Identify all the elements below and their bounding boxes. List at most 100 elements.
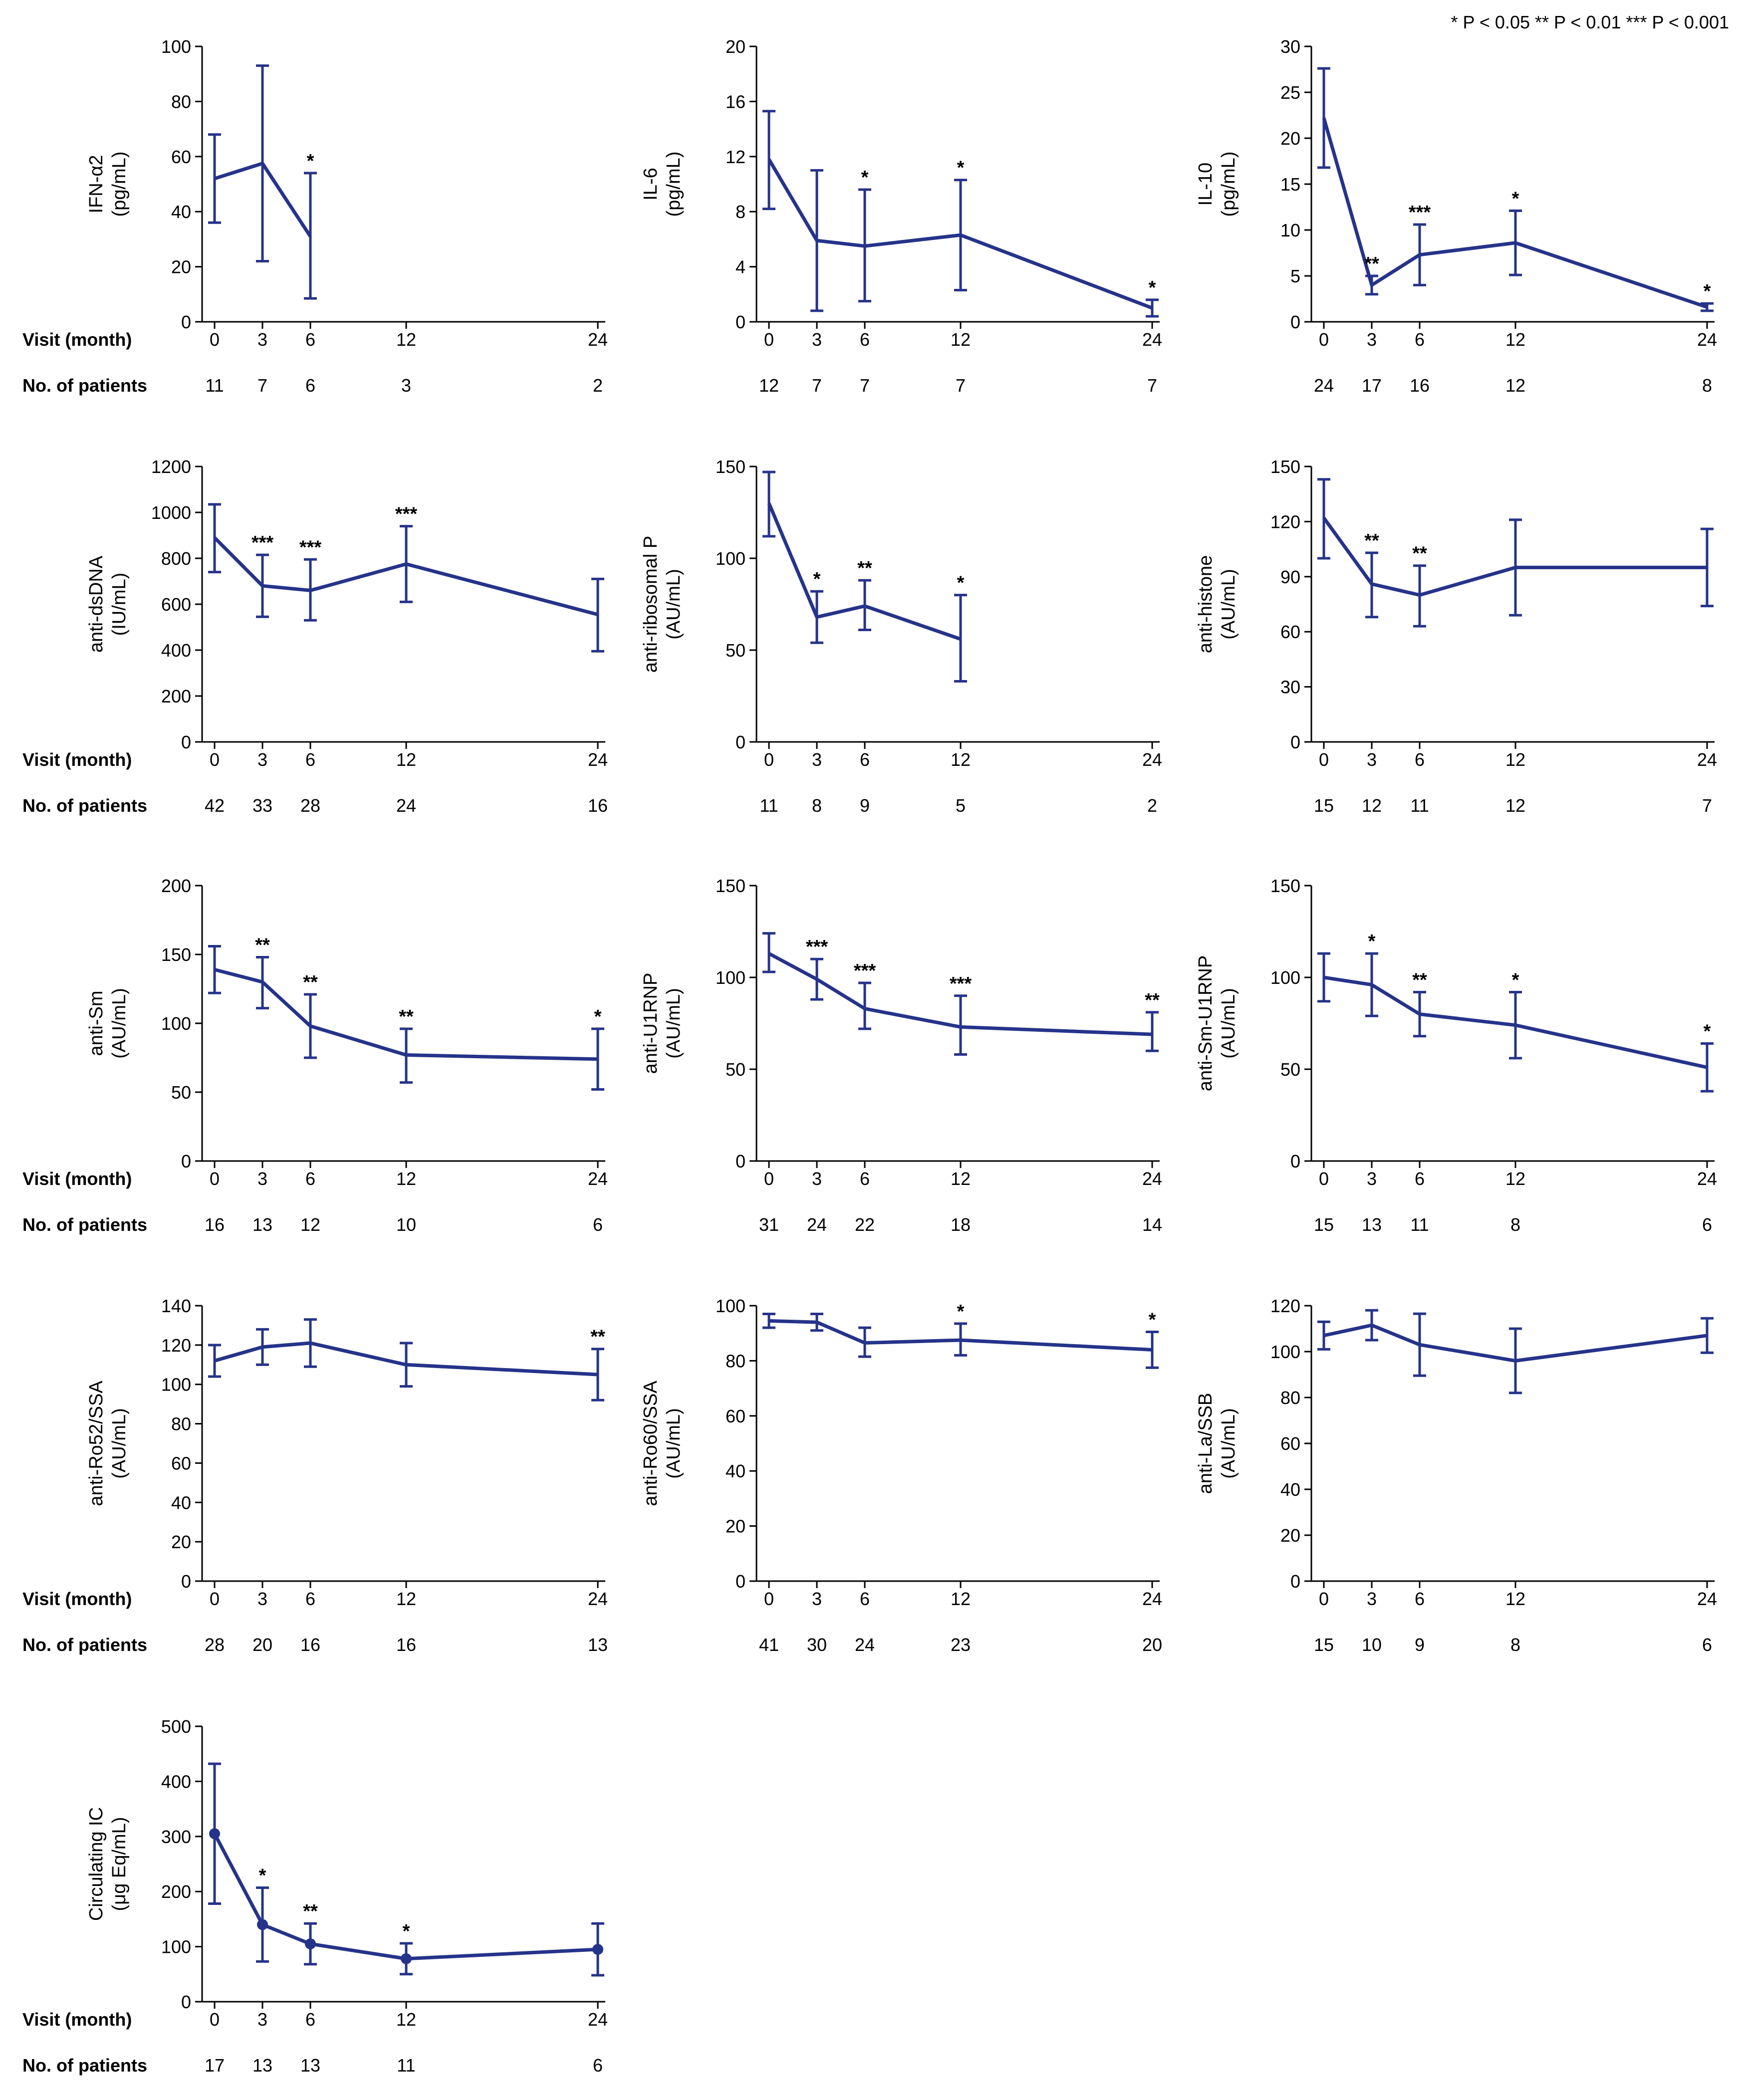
y-tick-label: 20 (1280, 128, 1300, 149)
patient-count: 16 (588, 795, 608, 816)
significance-mark: ** (303, 1901, 318, 1922)
patient-count: 14 (1142, 1214, 1162, 1235)
x-tick-label: 3 (1367, 1168, 1377, 1189)
chart-panel-10: 0 20 40 60 80 100 120 140 0 3 6 12 24 28 20 16 16 13 Visit… (22, 1296, 608, 1655)
patient-count: 6 (305, 375, 315, 396)
patient-count: 20 (252, 1634, 272, 1655)
patient-count: 17 (205, 2055, 225, 2076)
patient-count: 24 (1314, 375, 1334, 396)
significance-mark: *** (854, 960, 876, 981)
patients-row-label: No. of patients (22, 2055, 147, 2076)
patient-count: 41 (759, 1634, 779, 1655)
y-tick-label: 50 (726, 640, 746, 661)
x-tick-label: 12 (396, 2009, 416, 2030)
y-tick-label: 0 (1290, 1571, 1300, 1592)
x-tick-label: 0 (1319, 1168, 1329, 1189)
x-tick-label: 3 (812, 329, 822, 350)
y-tick-label: 5 (1290, 266, 1300, 286)
y-tick-label: 0 (736, 732, 746, 752)
patient-count: 11 (759, 795, 778, 816)
y-tick-label: 400 (161, 640, 191, 661)
data-point (257, 1919, 268, 1930)
y-tick-label: 80 (171, 1414, 191, 1434)
patient-count: 31 (759, 1214, 779, 1235)
x-tick-label: 24 (1697, 1168, 1717, 1189)
y-tick-label: 16 (726, 91, 746, 112)
y-tick-label: 140 (161, 1296, 191, 1316)
x-tick-label: 12 (396, 749, 416, 770)
x-tick-label: 0 (764, 1589, 774, 1609)
x-tick-label: 12 (396, 1168, 416, 1189)
patient-count: 7 (257, 375, 267, 396)
patient-count: 13 (300, 2055, 320, 2076)
x-tick-label: 0 (210, 329, 220, 350)
significance-mark: ** (303, 972, 318, 993)
y-axis-label: anti-histone (AU/mL) (1195, 555, 1239, 653)
chart-panel-1: 0 20 40 60 80 100 0 3 6 12 24 11 7 6 3 2 Visit (month) No… (22, 36, 608, 396)
patient-count: 6 (593, 2055, 603, 2076)
x-tick-label: 24 (588, 1589, 608, 1609)
significance-mark: * (259, 1865, 266, 1886)
y-tick-label: 1200 (151, 457, 191, 477)
y-tick-label: 50 (171, 1082, 191, 1103)
x-tick-label: 24 (588, 1168, 608, 1189)
y-tick-label: 300 (161, 1827, 191, 1847)
patient-count: 3 (401, 375, 411, 396)
y-tick-label: 0 (181, 1151, 191, 1171)
significance-mark: * (1512, 969, 1519, 990)
x-tick-label: 0 (210, 1168, 220, 1189)
patient-count: 7 (1702, 795, 1712, 816)
x-tick-label: 12 (396, 329, 416, 350)
y-tick-label: 200 (161, 1881, 191, 1902)
x-tick-label: 24 (1697, 749, 1717, 770)
patient-count: 15 (1314, 1214, 1334, 1235)
patient-count: 8 (812, 795, 822, 816)
y-tick-label: 20 (726, 36, 746, 57)
patient-count: 15 (1314, 795, 1334, 816)
significance-mark: * (594, 1006, 602, 1027)
y-tick-label: 150 (1270, 457, 1300, 477)
y-tick-label: 100 (161, 1013, 191, 1034)
x-tick-label: 0 (210, 2009, 220, 2030)
y-tick-label: 1000 (151, 502, 191, 523)
x-tick-label: 12 (951, 749, 971, 770)
patient-count: 8 (1510, 1214, 1520, 1235)
patients-row-label: No. of patients (22, 795, 147, 816)
data-point (209, 1828, 220, 1840)
patient-count: 42 (205, 795, 225, 816)
x-tick-label: 3 (812, 1168, 822, 1189)
x-tick-label: 24 (1142, 1589, 1162, 1609)
y-tick-label: 200 (161, 876, 191, 896)
x-tick-label: 3 (1367, 1589, 1377, 1609)
x-tick-label: 6 (305, 1589, 315, 1609)
x-tick-label: 12 (1505, 749, 1525, 770)
y-tick-label: 200 (161, 686, 191, 706)
x-tick-label: 24 (588, 749, 608, 770)
patient-count: 30 (807, 1634, 827, 1655)
y-tick-label: 500 (161, 1716, 191, 1737)
x-tick-label: 12 (951, 1168, 971, 1189)
y-tick-label: 40 (1280, 1479, 1300, 1500)
patient-count: 22 (855, 1214, 875, 1235)
y-axis-label: anti-Sm (AU/mL) (86, 988, 130, 1058)
y-tick-label: 100 (716, 548, 746, 569)
patient-count: 12 (1505, 375, 1525, 396)
visit-row-label: Visit (month) (22, 2009, 132, 2030)
significance-mark: *** (806, 936, 828, 957)
y-tick-label: 100 (161, 1375, 191, 1395)
visit-row-label: Visit (month) (22, 1589, 132, 1609)
significance-mark: ** (1364, 530, 1379, 551)
y-tick-label: 60 (171, 1453, 191, 1473)
patient-count: 12 (1362, 795, 1382, 816)
y-tick-label: 100 (161, 36, 191, 57)
y-axis-label: IFN-α2 (pg/mL) (86, 152, 130, 217)
y-tick-label: 25 (1280, 82, 1300, 103)
chart-panel-2: 0 4 8 12 16 20 0 3 6 12 24 12 7 7 7 7 IL-6 (pg/mL) * * * (640, 36, 1162, 396)
y-tick-label: 800 (161, 548, 191, 569)
significance-mark: ** (1145, 990, 1160, 1011)
y-tick-label: 120 (1270, 1296, 1300, 1316)
data-point (305, 1938, 316, 1950)
patient-count: 7 (812, 375, 822, 396)
x-tick-label: 6 (860, 1168, 870, 1189)
patient-count: 13 (1362, 1214, 1382, 1235)
